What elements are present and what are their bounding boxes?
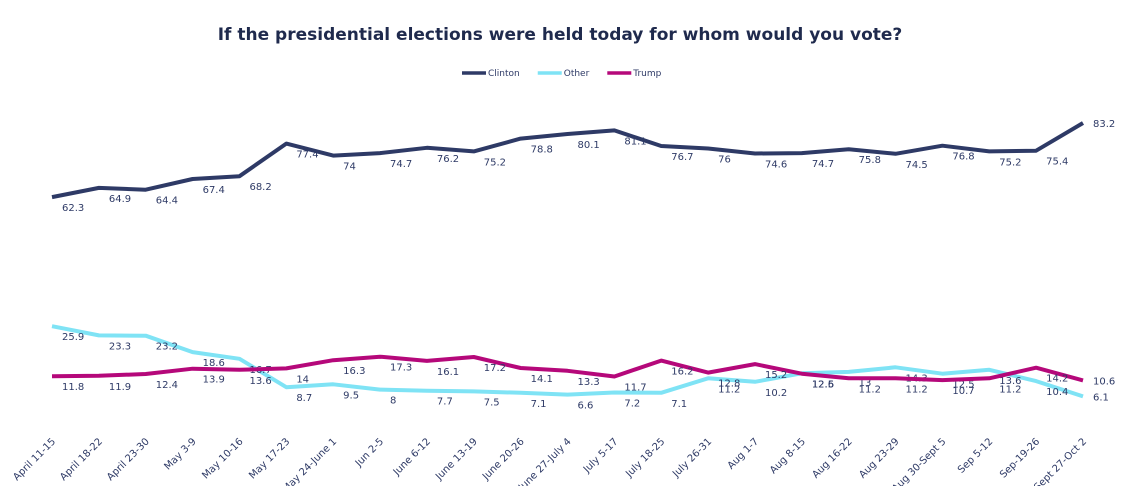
data-label: 7.5 [484, 397, 500, 408]
data-label: 68.2 [249, 182, 271, 193]
data-label: 11.8 [62, 382, 84, 393]
data-label: 64.4 [156, 196, 178, 207]
data-label: 14 [296, 374, 309, 385]
data-label: 10.2 [765, 388, 787, 399]
data-label: 16.3 [343, 366, 365, 377]
data-label: 62.3 [62, 203, 84, 214]
data-label: 11.2 [718, 384, 740, 395]
data-label: 6.1 [1093, 392, 1109, 403]
data-label: 23.2 [156, 342, 178, 353]
x-tick-label: Sep 5-12 [956, 436, 995, 475]
data-label: 13 [859, 378, 872, 389]
data-label: 74 [343, 162, 356, 173]
data-label: 13.9 [203, 375, 225, 386]
data-label: 8 [390, 396, 396, 407]
data-label: 75.2 [484, 157, 506, 168]
data-label: 14.2 [1046, 374, 1068, 385]
data-label: 81.1 [624, 136, 646, 147]
x-tick-label: April 23-30 [105, 436, 152, 483]
data-label: 12.6 [812, 379, 834, 390]
data-label: 7.2 [624, 398, 640, 409]
data-label: 67.4 [203, 185, 225, 196]
data-label: 76.8 [952, 152, 974, 163]
data-label: 83.2 [1093, 119, 1115, 130]
data-label: 75.8 [859, 155, 881, 166]
data-label: 16.1 [437, 367, 459, 378]
data-label: 8.7 [296, 393, 312, 404]
data-label: 23.3 [109, 341, 131, 352]
series-line [51, 354, 1084, 383]
data-label: 14.1 [531, 374, 553, 385]
data-label: 11.2 [999, 384, 1021, 395]
data-label: 10.6 [1093, 376, 1115, 387]
x-tick-label: Aug 23-29 [857, 436, 901, 480]
data-label: 13.6 [249, 376, 271, 387]
data-label: 11.7 [624, 383, 646, 394]
x-tick-label: May 17-23 [247, 436, 292, 481]
x-tick-label: Aug 8-15 [768, 436, 808, 476]
data-label: 17.3 [390, 363, 412, 374]
x-tick-label: Jun 2-5 [353, 436, 386, 469]
data-label: 80.1 [578, 140, 600, 151]
data-label: 25.9 [62, 332, 84, 343]
data-label: 75.4 [1046, 157, 1068, 168]
x-tick-label: July 26-31 [670, 436, 714, 480]
legend-label: Trump [632, 69, 661, 79]
x-tick-label: June 6-12 [391, 436, 433, 478]
data-label: 76.7 [671, 152, 693, 163]
data-label: 13.3 [578, 377, 600, 388]
data-label: 77.4 [296, 150, 318, 161]
legend-label: Other [564, 69, 590, 79]
x-tick-label: July 5-17 [581, 436, 620, 475]
data-label: 12.8 [718, 379, 740, 390]
data-label: 75.2 [999, 157, 1021, 168]
x-tick-label: April 11-15 [11, 436, 58, 483]
legend-label: Clinton [488, 69, 520, 79]
data-label: 13.6 [999, 376, 1021, 387]
data-label: 74.5 [906, 160, 928, 171]
data-label: 74.7 [390, 159, 412, 170]
x-tick-label: May 3-9 [163, 436, 199, 472]
series-line [51, 121, 1085, 200]
data-label: 74.7 [812, 159, 834, 170]
chart-title: If the presidential elections were held … [218, 25, 903, 45]
data-label: 10.7 [952, 386, 974, 397]
data-label: 7.7 [437, 397, 453, 408]
x-tick-label: May 10-16 [200, 436, 245, 481]
data-label: 11.9 [109, 382, 131, 393]
data-label: 64.9 [109, 194, 131, 205]
data-label: 10.4 [1046, 387, 1068, 398]
data-label: 11.2 [906, 384, 928, 395]
data-label: 9.5 [343, 390, 359, 401]
data-label: 7.1 [671, 399, 687, 410]
data-label: 74.6 [765, 159, 787, 170]
data-label: 11.2 [859, 384, 881, 395]
x-tick-label: June 20-26 [480, 436, 527, 483]
data-label: 18.6 [203, 358, 225, 369]
x-tick-label: June 13-19 [433, 436, 480, 483]
data-label: 12.4 [156, 380, 178, 391]
series-line [51, 324, 1084, 399]
data-label: 6.6 [578, 401, 594, 412]
x-tick-label: Aug 16-22 [810, 436, 854, 480]
data-label: 78.8 [531, 145, 553, 156]
x-tick-label: Aug 1-7 [726, 436, 761, 471]
data-label: 12.5 [812, 380, 834, 391]
data-label: 12.5 [952, 380, 974, 391]
data-label: 15.2 [765, 370, 787, 381]
x-tick-label: July 18-25 [623, 436, 667, 480]
data-label: 76.2 [437, 154, 459, 165]
data-label: 7.1 [531, 399, 547, 410]
x-tick-label: Sep-19-26 [998, 436, 1042, 480]
data-label: 17.2 [484, 363, 506, 374]
data-label: 16.2 [671, 367, 693, 378]
x-tick-label: April 18-22 [58, 436, 105, 483]
data-label: 76 [718, 155, 731, 166]
